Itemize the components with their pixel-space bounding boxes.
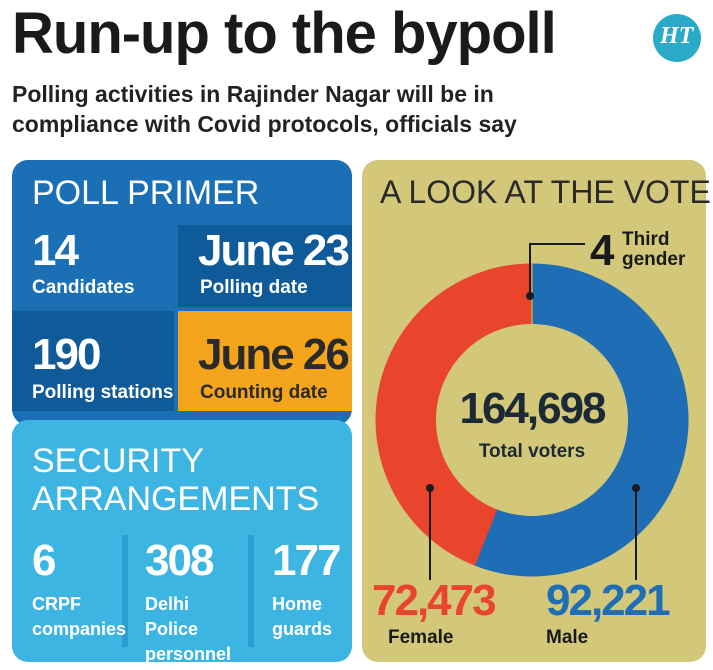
stat-label: Polling date (200, 277, 308, 298)
stat-label: Home guards (272, 594, 333, 640)
divider (248, 535, 254, 647)
stat-value: 190 (32, 330, 101, 379)
stat-value: 14 (32, 226, 79, 275)
value-label: 4 (590, 226, 615, 275)
stat-value: June 23 (198, 226, 350, 275)
stat-value: June 26 (198, 330, 350, 379)
category-label: Female (388, 627, 454, 648)
stat-label: Candidates (32, 277, 135, 298)
stat-value: 6 (32, 536, 57, 585)
leader-dot (526, 292, 534, 300)
total-label: Total voters (478, 441, 586, 462)
stat-label: CRPF companies (32, 594, 127, 640)
logo-circle (653, 14, 701, 62)
logo: HT (660, 23, 694, 49)
leader-dot (426, 484, 434, 492)
category-label: Third gender (622, 229, 686, 270)
value-label: 72,473 (372, 576, 497, 625)
leader-dot (632, 484, 640, 492)
stat-value: 308 (145, 536, 214, 585)
leaders (429, 243, 637, 580)
stat-label: Counting date (200, 382, 328, 403)
donut-hole (436, 324, 628, 516)
subtitle: Polling activities in Rajinder Nagar wil… (12, 81, 517, 137)
chart-title: A LOOK AT THE VOTERS (380, 174, 713, 210)
primer-cell (178, 311, 352, 411)
divider (122, 535, 128, 647)
primer-cell (12, 225, 174, 307)
security-panel (12, 420, 352, 662)
total-value: 164,698 (459, 384, 606, 433)
value-label: 92,221 (546, 576, 671, 625)
stat-label: Delhi Police personnel (145, 594, 232, 665)
category-label: Male (546, 627, 589, 648)
primer-cell (12, 311, 174, 411)
panel-title: SECURITY ARRANGEMENTS (32, 442, 320, 519)
title: Run-up to the bypoll (12, 1, 557, 66)
panel-title: POLL PRIMER (32, 174, 260, 212)
stat-label: Polling stations (32, 382, 174, 403)
primer-cell (178, 225, 352, 307)
stat-value: 177 (272, 536, 341, 585)
